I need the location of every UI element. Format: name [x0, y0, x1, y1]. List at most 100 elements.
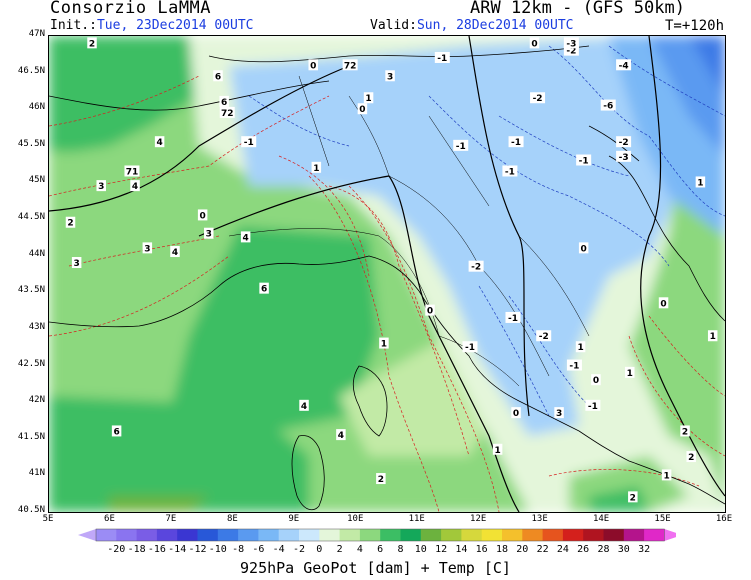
contour-label: 4 [170, 246, 180, 258]
lon-tick-label: 11E [408, 514, 425, 524]
contour-label: -1 [576, 154, 592, 166]
contour-label: 3 [142, 242, 153, 254]
init-label: Init.: [50, 18, 97, 33]
contour-label: 2 [65, 216, 76, 229]
svg-text:0: 0 [581, 244, 587, 254]
contour-label: 0 [357, 103, 368, 115]
svg-text:-2: -2 [533, 94, 543, 104]
colorbar-tick-label: 30 [617, 544, 630, 555]
contour-label: 3 [204, 227, 214, 240]
svg-text:4: 4 [338, 431, 344, 441]
lat-tick-label: 46N [28, 102, 45, 113]
forecast-step: T=+120h [665, 18, 725, 34]
colorbar-swatch [258, 529, 280, 541]
colorbar-tick-label: 22 [536, 544, 549, 555]
map-frame: 2 6 72 0 3 1 0 -1 6 72 4 71 3 4 2 3 3 4 0 3 4 1 6 -1 0 -2 -3 -4 -2 -6… [48, 35, 726, 513]
contour-label: -2 [563, 44, 579, 57]
svg-text:1: 1 [627, 369, 633, 379]
svg-text:1: 1 [494, 446, 500, 456]
svg-text:-2: -2 [539, 332, 549, 342]
svg-text:-2: -2 [619, 138, 629, 148]
colorbar-tick-label: -2 [292, 544, 306, 555]
contour-label: 71 [124, 165, 140, 177]
lat-tick-label: 42N [28, 395, 45, 406]
contour-label: 1 [707, 330, 718, 342]
colorbar-swatch [238, 529, 259, 541]
svg-text:0: 0 [427, 307, 433, 317]
svg-text:2: 2 [630, 493, 636, 503]
svg-text:-3: -3 [619, 153, 629, 163]
contour-label: 6 [219, 95, 229, 108]
colorbar-swatch [603, 529, 625, 541]
svg-text:-1: -1 [588, 402, 598, 412]
colorbar-swatch [156, 529, 178, 541]
lat-tick-label: 45.5N [17, 138, 45, 149]
colorbar-swatch [136, 529, 158, 541]
svg-text:3: 3 [98, 182, 104, 192]
contour-label: 1 [379, 337, 389, 350]
svg-text:-6: -6 [603, 102, 613, 112]
svg-text:3: 3 [74, 259, 80, 269]
contour-label: 1 [363, 92, 374, 104]
colorbar-swatch [278, 529, 300, 541]
cold-isolines [248, 45, 725, 417]
svg-text:72: 72 [344, 61, 357, 71]
colorbar-tick-label: -4 [272, 544, 285, 555]
contour-label: 3 [554, 407, 564, 419]
svg-text:-2: -2 [471, 263, 481, 273]
lon-tick-label: 8E [226, 514, 238, 524]
svg-text:1: 1 [663, 471, 669, 481]
colorbar-tick-label: 2 [336, 544, 343, 555]
svg-text:0: 0 [593, 376, 599, 386]
svg-text:1: 1 [365, 94, 371, 104]
svg-text:0: 0 [310, 61, 316, 71]
contour-label: 4 [154, 136, 165, 148]
svg-text:-1: -1 [579, 156, 589, 166]
colorbar-tick-label: 20 [516, 544, 529, 555]
contour-label: -1 [241, 136, 257, 148]
init-line: Init.:Tue, 23Dec2014 00UTC [50, 18, 254, 33]
svg-text:6: 6 [215, 72, 221, 82]
svg-text:4: 4 [243, 233, 249, 243]
svg-text:-4: -4 [619, 61, 629, 71]
contour-label: 6 [259, 282, 269, 295]
valid-line: Valid:Sun, 28Dec2014 00UTC [370, 18, 574, 33]
svg-text:1: 1 [697, 178, 703, 188]
colorbar-swatch [177, 529, 198, 541]
temperature-fill [49, 36, 725, 512]
lon-tick-label: 5E [42, 514, 54, 524]
colorbar-tick-label: 14 [455, 544, 468, 555]
valid-value: Sun, 28Dec2014 00UTC [416, 18, 574, 33]
contour-label: 0 [578, 242, 589, 254]
lon-tick-label: 13E [531, 514, 548, 524]
colorbar-swatch [197, 529, 219, 541]
lat-tick-label: 44N [28, 248, 45, 259]
org-title: Consorzio LaMMA [50, 0, 212, 18]
svg-text:2: 2 [688, 453, 694, 463]
colorbar-swatch [542, 529, 564, 541]
colorbar-swatch [380, 529, 401, 541]
svg-text:1: 1 [577, 343, 583, 353]
contour-label: 3 [71, 257, 82, 269]
colorbar-swatch [420, 529, 442, 541]
contour-label: 2 [628, 491, 638, 503]
contour-label: -2 [616, 136, 632, 148]
svg-text:3: 3 [144, 244, 150, 254]
contour-label: 72 [342, 59, 358, 71]
contour-label: -1 [434, 51, 450, 64]
svg-text:4: 4 [156, 138, 162, 148]
colorbar-swatch [583, 529, 604, 541]
contour-label: -2 [530, 92, 546, 104]
lon-tick-label: 6E [104, 514, 115, 524]
lat-tick-label: 45N [28, 175, 45, 186]
contour-label: 0 [658, 297, 669, 309]
contour-label: 4 [299, 399, 309, 412]
valid-label: Valid: [370, 18, 417, 33]
svg-text:6: 6 [113, 427, 119, 437]
colorbar-tick-label: 12 [435, 544, 448, 555]
colorbar-swatch [644, 529, 665, 541]
svg-text:3: 3 [556, 409, 562, 419]
colorbar-tick-label: 32 [638, 544, 651, 555]
colorbar-swatch [359, 529, 381, 541]
